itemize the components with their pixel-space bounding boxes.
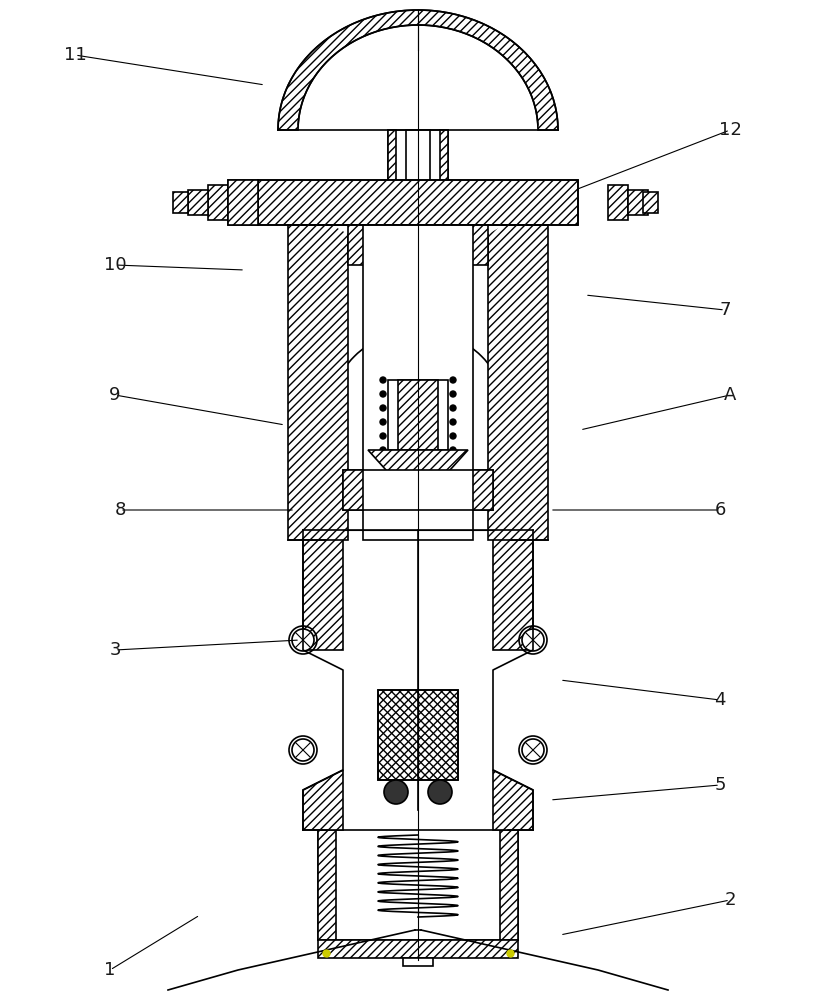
Circle shape [380, 419, 385, 425]
Bar [388, 380, 447, 450]
Circle shape [292, 629, 314, 651]
Bar [343, 470, 492, 510]
Bar [318, 830, 517, 940]
Bar [398, 380, 437, 450]
Bar [378, 510, 457, 530]
Circle shape [380, 433, 385, 439]
Circle shape [380, 377, 385, 383]
Polygon shape [227, 180, 257, 225]
Polygon shape [487, 225, 548, 540]
Circle shape [450, 391, 456, 397]
Text: 10: 10 [104, 256, 126, 274]
Circle shape [522, 629, 543, 651]
Text: 7: 7 [718, 301, 730, 319]
Polygon shape [303, 770, 343, 830]
Bar [257, 180, 578, 225]
Bar [188, 190, 208, 215]
Bar [363, 225, 472, 540]
Polygon shape [492, 530, 533, 650]
Polygon shape [368, 450, 467, 500]
Text: 8: 8 [115, 501, 125, 519]
Circle shape [328, 330, 507, 510]
Circle shape [522, 739, 543, 761]
Polygon shape [278, 10, 558, 130]
Bar [343, 470, 363, 510]
Text: 4: 4 [713, 691, 725, 709]
Polygon shape [492, 770, 533, 830]
Text: 12: 12 [717, 121, 741, 139]
Bar [378, 690, 457, 780]
Circle shape [380, 391, 385, 397]
Bar [348, 225, 487, 265]
Circle shape [450, 377, 456, 383]
Ellipse shape [278, 10, 558, 250]
Circle shape [450, 433, 456, 439]
Bar [499, 830, 517, 940]
Bar [208, 185, 227, 220]
Bar [378, 690, 457, 780]
Text: 6: 6 [713, 501, 725, 519]
Bar [318, 940, 517, 958]
Polygon shape [303, 530, 343, 650]
Bar [402, 958, 432, 966]
Bar [318, 830, 335, 940]
Bar [642, 192, 657, 213]
Circle shape [427, 780, 451, 804]
Bar [173, 192, 188, 213]
Circle shape [450, 405, 456, 411]
Circle shape [380, 447, 385, 453]
Text: 1: 1 [104, 961, 115, 979]
Bar [257, 180, 578, 225]
Bar [405, 130, 430, 195]
Circle shape [380, 405, 385, 411]
Circle shape [292, 739, 314, 761]
Bar [607, 185, 627, 220]
Text: 9: 9 [110, 386, 120, 404]
Bar [388, 130, 395, 195]
Bar [388, 130, 447, 195]
Circle shape [450, 419, 456, 425]
Bar [378, 510, 457, 530]
Bar [440, 130, 447, 195]
Circle shape [450, 447, 456, 453]
Circle shape [384, 780, 407, 804]
Polygon shape [288, 225, 348, 540]
Bar [627, 190, 647, 215]
Polygon shape [227, 180, 257, 225]
Text: A: A [723, 386, 736, 404]
Text: 2: 2 [723, 891, 735, 909]
Text: 11: 11 [64, 46, 86, 64]
Text: 5: 5 [713, 776, 725, 794]
Text: 3: 3 [110, 641, 120, 659]
Bar [472, 470, 492, 510]
